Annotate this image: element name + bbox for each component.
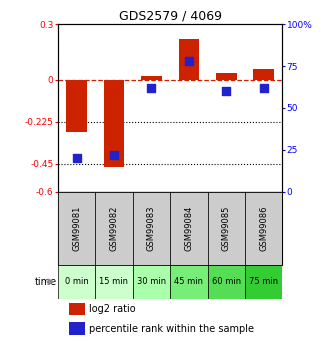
Bar (208, 191, 245, 265)
Text: 75 min: 75 min (249, 277, 278, 286)
Bar (66, 80, 87, 132)
Text: 60 min: 60 min (212, 277, 241, 286)
Bar (254, 69, 274, 80)
Bar (133, 265, 170, 299)
Text: 0 min: 0 min (65, 277, 88, 286)
Bar (95, 191, 133, 265)
Bar (178, 39, 199, 80)
Text: GSM99081: GSM99081 (72, 206, 81, 251)
Text: GSM99082: GSM99082 (109, 206, 118, 251)
Bar (69, 322, 85, 335)
Text: log2 ratio: log2 ratio (89, 304, 136, 314)
Bar (245, 191, 282, 265)
Bar (170, 191, 208, 265)
Text: GSM99085: GSM99085 (222, 206, 231, 251)
Bar (208, 265, 245, 299)
Bar (69, 303, 85, 315)
Text: 45 min: 45 min (174, 277, 204, 286)
Bar (133, 191, 170, 265)
Point (186, 58, 191, 64)
Bar (245, 265, 282, 299)
Bar (141, 76, 162, 80)
Bar (104, 80, 124, 167)
Bar (216, 72, 237, 80)
Point (224, 88, 229, 94)
Bar (170, 265, 208, 299)
Text: 15 min: 15 min (100, 277, 128, 286)
Point (149, 85, 154, 90)
Text: percentile rank within the sample: percentile rank within the sample (89, 324, 254, 334)
Text: 30 min: 30 min (137, 277, 166, 286)
Text: GSM99086: GSM99086 (259, 206, 268, 251)
Bar (58, 191, 95, 265)
Text: GSM99084: GSM99084 (184, 206, 193, 251)
Text: GSM99083: GSM99083 (147, 206, 156, 251)
Point (111, 152, 117, 158)
Bar (95, 265, 133, 299)
Point (74, 155, 79, 161)
Bar (58, 265, 95, 299)
Point (261, 85, 266, 90)
Text: time: time (35, 277, 57, 287)
Title: GDS2579 / 4069: GDS2579 / 4069 (119, 10, 221, 23)
